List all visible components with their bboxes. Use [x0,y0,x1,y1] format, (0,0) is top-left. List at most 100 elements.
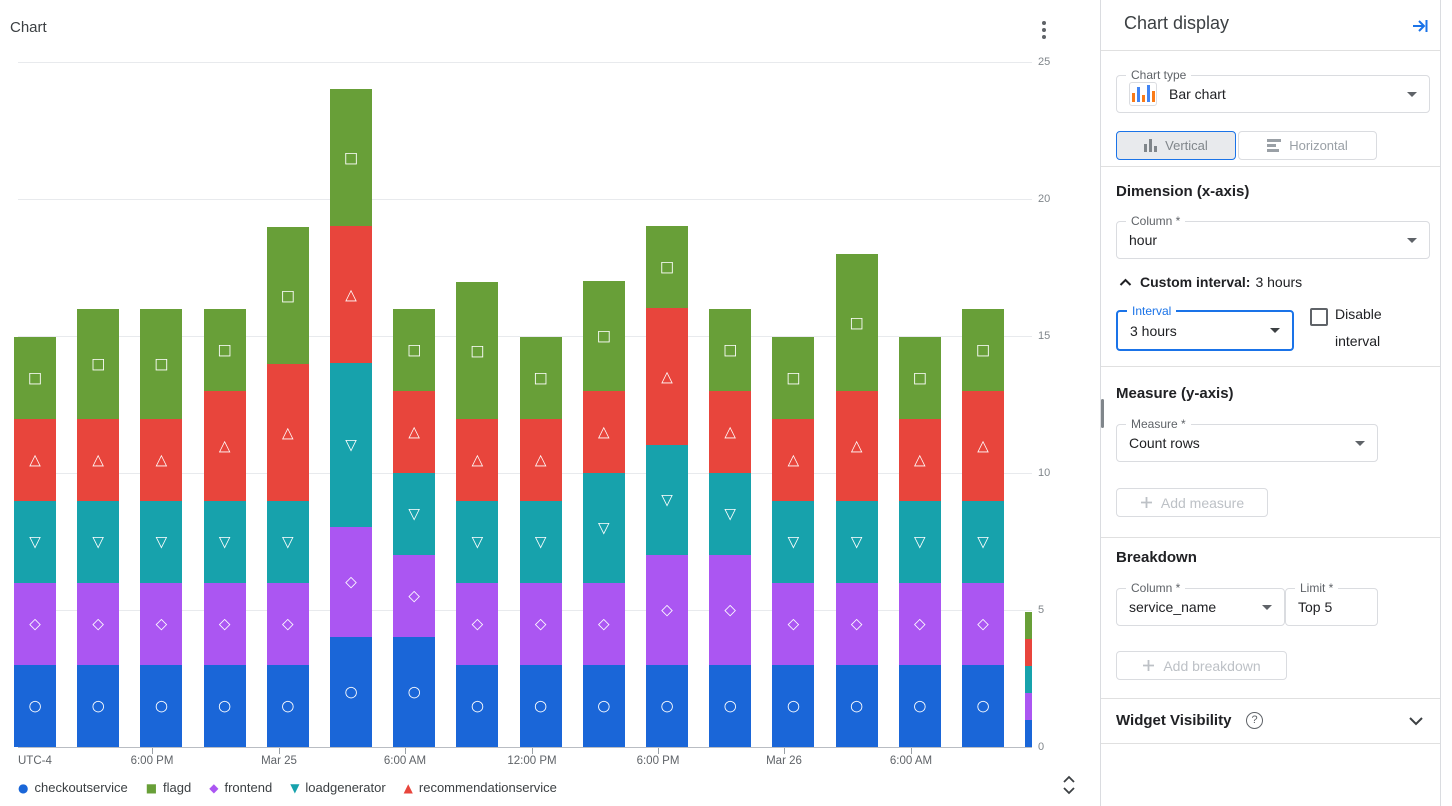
bar-segment[interactable]: △ [646,308,688,445]
bar-segment[interactable]: ▽ [898,501,941,583]
bar-segment[interactable]: ▽ [772,501,815,583]
bar-segment[interactable]: □ [203,309,246,391]
bar-segment[interactable]: ○ [266,665,309,747]
bar-segment[interactable]: ○ [582,665,625,747]
bar-segment[interactable]: ◇ [709,555,752,665]
bar-segment[interactable]: ▽ [140,501,183,583]
bar-segment[interactable]: □ [772,337,815,419]
dimension-column-select[interactable]: Column * hour [1116,214,1430,259]
bar-segment[interactable]: □ [330,89,372,226]
panel-scrollbar-track[interactable] [1440,0,1441,806]
legend-item[interactable]: ▲ recommendationservice [404,780,557,795]
help-icon[interactable]: ? [1246,712,1263,729]
interval-select[interactable]: Interval 3 hours [1116,304,1294,351]
bar-segment[interactable]: ○ [646,665,688,747]
unfold-more-icon[interactable] [1061,774,1077,801]
bar-segment[interactable]: ◇ [898,583,941,665]
bar-segment[interactable]: ◇ [772,583,815,665]
bar-segment[interactable]: △ [582,391,625,473]
bar-segment[interactable]: ◇ [582,583,625,665]
bar-segment[interactable]: △ [266,364,309,501]
bar-segment[interactable] [1025,639,1032,666]
bar-segment[interactable]: △ [77,419,120,501]
add-breakdown-button[interactable]: Add breakdown [1116,651,1287,680]
bar-segment[interactable]: □ [519,337,562,419]
collapse-panel-icon[interactable] [1410,16,1430,41]
bar-segment[interactable]: ▽ [582,473,625,583]
bar-segment[interactable]: ▽ [835,501,878,583]
bar-segment[interactable]: ○ [456,665,499,747]
bar-segment[interactable]: □ [77,309,120,419]
legend-item[interactable]: ● checkoutservice [18,780,128,795]
bar-segment[interactable]: □ [14,337,56,419]
bar-segment[interactable]: △ [140,419,183,501]
bar-segment[interactable]: ▽ [14,501,56,583]
bar-segment[interactable]: ▽ [266,501,309,583]
bar-segment[interactable]: ◇ [77,583,120,665]
horizontal-toggle-button[interactable]: Horizontal [1238,131,1377,160]
breakdown-column-select[interactable]: Column * service_name [1116,581,1285,626]
bar-segment[interactable]: ○ [709,665,752,747]
vertical-toggle-button[interactable]: Vertical [1116,131,1236,160]
bar-segment[interactable]: ◇ [835,583,878,665]
bar-segment[interactable]: △ [14,419,56,501]
bar-segment[interactable]: ○ [330,637,372,747]
bar-segment[interactable] [1025,612,1032,639]
bar-segment[interactable]: ○ [14,665,56,747]
bar-segment[interactable]: ◇ [140,583,183,665]
bar-segment[interactable]: ○ [962,665,1004,747]
breakdown-limit-input[interactable]: Limit * Top 5 [1285,581,1378,626]
bar-segment[interactable]: △ [835,391,878,501]
bar-segment[interactable]: △ [203,391,246,501]
bar-segment[interactable]: ◇ [646,555,688,665]
bar-segment[interactable] [1025,666,1032,693]
bar-segment[interactable]: ▽ [709,473,752,555]
bar-segment[interactable]: □ [709,309,752,391]
bar-segment[interactable]: ○ [835,665,878,747]
bar-segment[interactable]: ○ [393,637,436,747]
bar-segment[interactable]: ◇ [203,583,246,665]
bar-segment[interactable]: □ [456,282,499,419]
bar-segment[interactable]: △ [709,391,752,473]
bar-segment[interactable]: △ [962,391,1004,501]
bar-segment[interactable]: ◇ [962,583,1004,665]
bar-segment[interactable]: □ [266,227,309,364]
bar-segment[interactable]: ▽ [646,445,688,555]
measure-select[interactable]: Measure * Count rows [1116,417,1378,462]
bar-segment[interactable]: △ [330,226,372,363]
bar-segment[interactable]: ◇ [519,583,562,665]
bar-segment[interactable]: ○ [140,665,183,747]
bar-segment[interactable]: ○ [77,665,120,747]
bar-segment[interactable] [1025,720,1032,747]
bar-segment[interactable]: □ [962,309,1004,391]
legend-item[interactable]: ▼ loadgenerator [290,780,385,795]
bar-segment[interactable]: ◇ [330,527,372,637]
bar-segment[interactable]: △ [519,419,562,501]
bar-segment[interactable]: ○ [203,665,246,747]
bar-segment[interactable]: □ [646,226,688,308]
widget-visibility-expand[interactable] [1407,714,1425,732]
bar-segment[interactable]: △ [772,419,815,501]
bar-segment[interactable]: ▽ [456,501,499,583]
bar-segment[interactable]: ◇ [266,583,309,665]
bar-segment[interactable]: ○ [898,665,941,747]
bar-segment[interactable]: ▽ [393,473,436,555]
bar-segment[interactable] [1025,693,1032,720]
bar-segment[interactable]: △ [898,419,941,501]
custom-interval-toggle[interactable]: Custom interval: 3 hours [1119,274,1302,290]
bar-segment[interactable]: ◇ [14,583,56,665]
bar-segment[interactable]: ▽ [77,501,120,583]
bar-segment[interactable]: ○ [772,665,815,747]
add-measure-button[interactable]: Add measure [1116,488,1268,517]
kebab-menu-icon[interactable] [1037,21,1051,41]
bar-segment[interactable]: ◇ [393,555,436,637]
bar-segment[interactable]: ▽ [330,363,372,527]
disable-interval-checkbox[interactable] [1310,308,1328,326]
bar-segment[interactable]: ◇ [456,583,499,665]
chart-type-select[interactable]: Chart type Bar chart [1116,68,1430,113]
bar-segment[interactable]: □ [582,281,625,391]
legend-item[interactable]: ◆ frontend [209,780,272,795]
bar-segment[interactable]: □ [140,309,183,419]
bar-segment[interactable]: ▽ [203,501,246,583]
bar-segment[interactable]: ○ [519,665,562,747]
